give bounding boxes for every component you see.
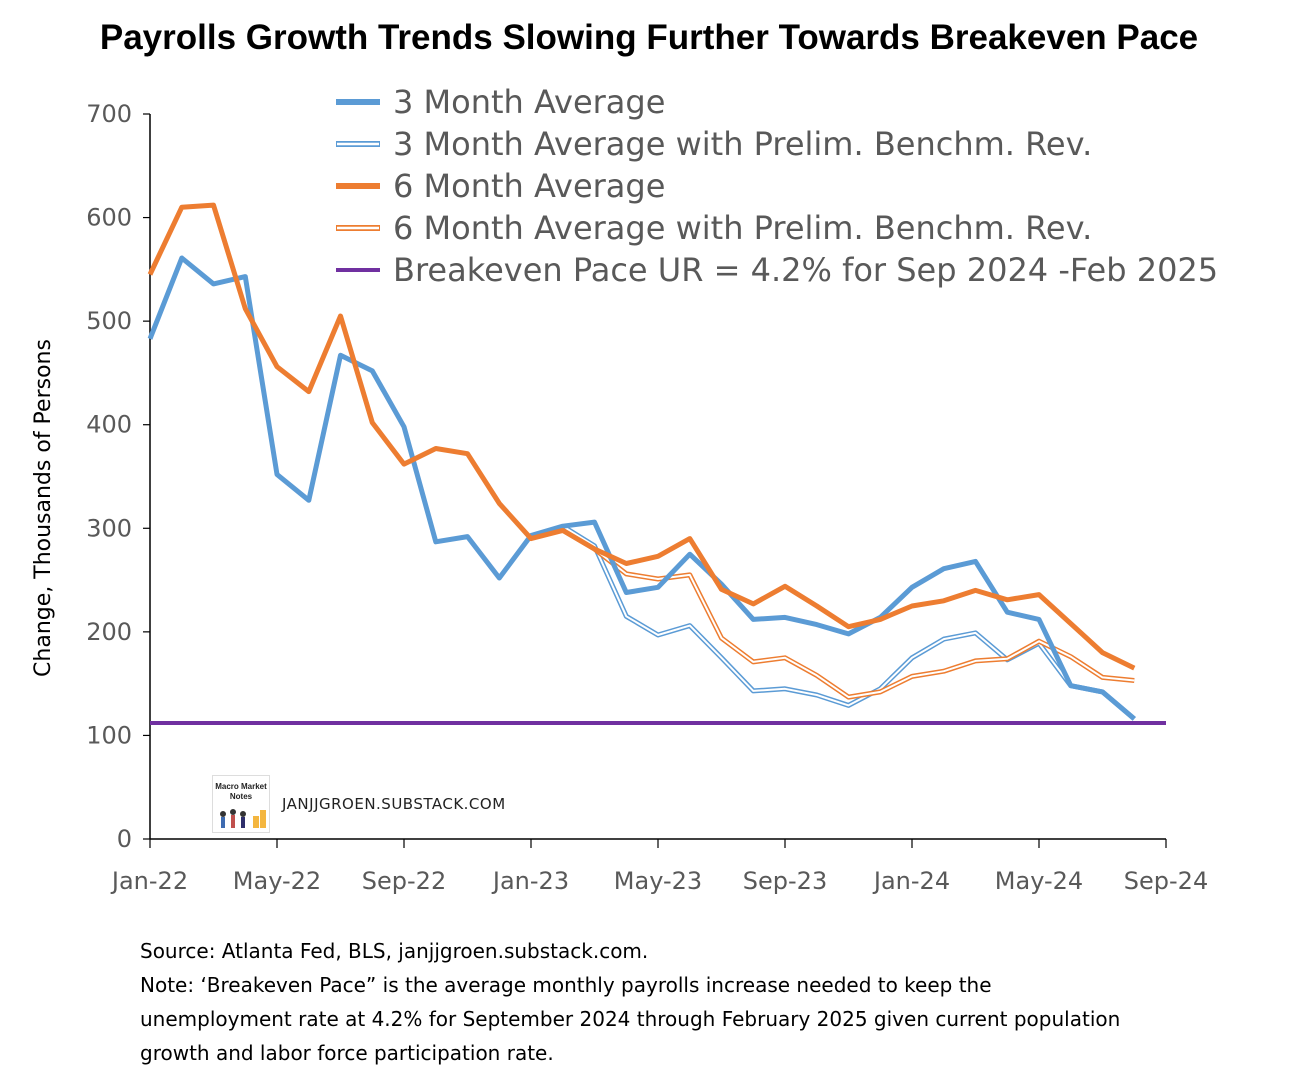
y-tick-label: 200 [86,618,132,646]
y-tick-label: 500 [86,307,132,335]
series-line-0 [147,255,1136,721]
note-line-2: unemployment rate at 4.2% for September … [140,1007,1121,1031]
y-tick-label: 700 [86,100,132,128]
legend-item-1: 3 Month Average with Prelim. Benchm. Rev… [336,125,1092,163]
x-tick-label: Jan-24 [872,867,950,895]
y-tick-label: 300 [86,514,132,542]
chart-legend: 3 Month Average 3 Month Average with Prel… [336,83,1218,289]
y-tick-label: 400 [86,411,132,439]
series-line-2 [147,202,1136,671]
y-axis-label: Change, Thousands of Persons [31,339,56,677]
x-tick-label: Jan-23 [491,867,569,895]
y-tick-label: 100 [86,721,132,749]
legend-label: 3 Month Average with Prelim. Benchm. Rev… [393,125,1092,163]
chart-title: Payrolls Growth Trends Slowing Further T… [99,18,1199,57]
x-tick-label: Sep-23 [743,867,827,895]
x-tick-label: Sep-22 [362,867,446,895]
legend-label: Breakeven Pace UR = 4.2% for Sep 2024 -F… [393,251,1218,289]
x-tick-label: May-24 [995,867,1083,895]
x-tick-label: May-23 [614,867,702,895]
legend-item-3: 6 Month Average with Prelim. Benchm. Rev… [336,209,1092,247]
y-tick-label: 600 [86,204,132,232]
watermark-text: JANJJGROEN.SUBSTACK.COM [282,795,506,813]
macro-market-notes-logo: Macro Market Notes [212,775,270,833]
source-note: Source: Atlanta Fed, BLS, janjjgroen.sub… [140,939,649,963]
legend-label: 6 Month Average [393,167,665,205]
note-line-1: Note: ‘Breakeven Pace” is the average mo… [140,973,992,997]
series-line-3 [561,528,1135,700]
legend-label: 6 Month Average with Prelim. Benchm. Rev… [393,209,1092,247]
x-tick-label: Sep-24 [1124,867,1208,895]
x-tick-label: Jan-22 [110,867,188,895]
chart-notes: Source: Atlanta Fed, BLS, janjjgroen.sub… [140,934,1280,1070]
x-tick-label: May-22 [233,867,321,895]
legend-item-4: Breakeven Pace UR = 4.2% for Sep 2024 -F… [336,251,1218,289]
y-tick-label: 0 [117,825,132,853]
legend-item-2: 6 Month Average [336,167,665,205]
chart-series-lines [147,202,1166,725]
series-line-1 [561,524,1136,721]
legend-label: 3 Month Average [393,83,665,121]
legend-item-0: 3 Month Average [336,83,665,121]
note-line-3: growth and labor force participation rat… [140,1041,554,1065]
chart-axes: 0 100 200 300 400 500 600 700 Jan-22 May-22 Sep-22… [31,100,1208,895]
logo-text: Macro Market Notes [215,782,267,801]
logo-figures-icon [220,809,266,828]
